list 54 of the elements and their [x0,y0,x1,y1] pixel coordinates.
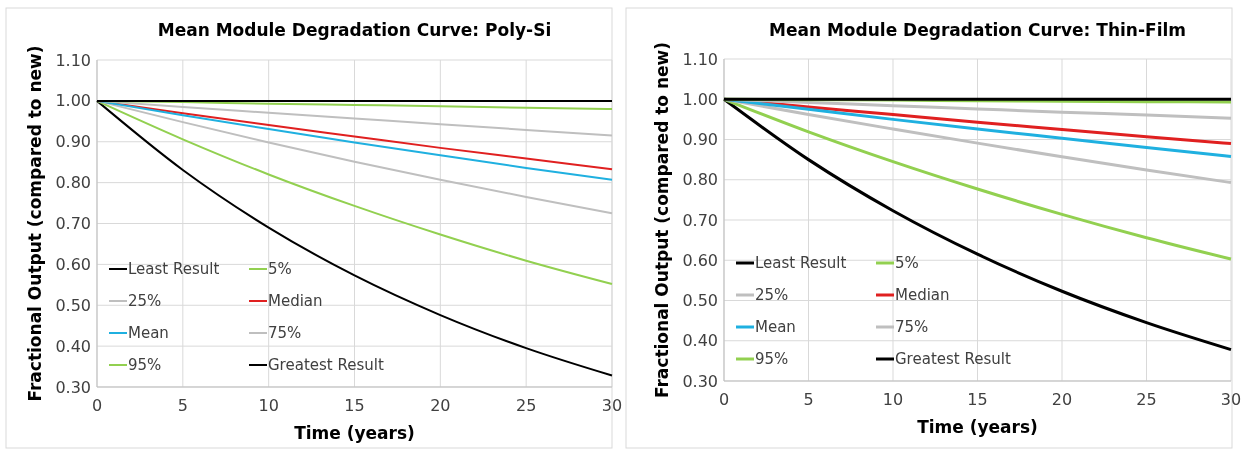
legend-label: Least Result [128,260,220,279]
y-tick-label: 0.90 [55,132,91,152]
y-tick-label: 0.80 [55,173,91,193]
y-axis-title: Fractional Output (compared to new) [25,45,45,402]
legend-label: 5% [895,254,919,273]
y-tick-label: 0.50 [55,295,91,315]
legend-label: 95% [128,356,162,375]
legend-label: 25% [755,286,789,305]
x-tick-label: 0 [718,390,730,409]
y-tick-label: 0.30 [55,377,91,397]
y-tick-label: 1.00 [55,91,91,111]
y-tick-label: 0.90 [682,130,718,150]
x-tick-label: 5 [803,390,814,409]
y-tick-label: 0.60 [682,250,718,270]
y-tick-label: 0.60 [55,254,91,274]
x-tick-label: 15 [344,396,365,415]
legend-label: Least Result [755,254,847,273]
y-tick-label: 1.10 [55,50,91,70]
legend-label: 5% [268,260,292,279]
x-tick-label: 5 [177,396,188,415]
legend-label: Mean [755,318,796,337]
x-tick-label: 10 [882,390,904,409]
x-tick-label: 15 [967,390,988,409]
x-tick-label: 20 [430,396,451,415]
chart-title: Mean Module Degradation Curve: Thin-Film [769,20,1186,40]
y-axis-title: Fractional Output (compared to new) [652,41,672,399]
legend-label: 75% [268,324,302,343]
x-axis-title: Time (years) [917,417,1038,437]
legend-label: 95% [755,350,789,369]
legend-label: 75% [895,318,929,337]
x-tick-label: 0 [91,396,103,415]
y-tick-label: 0.80 [682,170,718,190]
y-tick-label: 0.70 [55,214,91,234]
legend-label: Greatest Result [268,356,384,375]
x-tick-label: 20 [1051,390,1073,409]
x-axis-title: Time (years) [294,423,415,443]
x-tick-label: 30 [601,396,623,415]
legend-label: Median [895,286,950,305]
y-tick-label: 0.50 [682,291,718,311]
legend-label: Greatest Result [895,350,1011,369]
y-tick-label: 1.00 [682,89,718,109]
legend-label: Median [268,292,323,311]
legend-label: 25% [128,292,162,311]
x-tick-label: 30 [1220,390,1242,409]
y-tick-label: 0.30 [682,371,718,391]
x-tick-label: 25 [1136,390,1157,409]
y-tick-label: 0.40 [55,336,91,356]
x-tick-label: 10 [258,396,279,415]
x-tick-label: 25 [515,396,537,415]
chart-title: Mean Module Degradation Curve: Poly-Si [157,20,552,40]
y-tick-label: 1.10 [682,49,718,69]
legend-label: Mean [128,324,169,343]
y-tick-label: 0.40 [682,331,718,351]
y-tick-label: 0.70 [682,210,718,230]
